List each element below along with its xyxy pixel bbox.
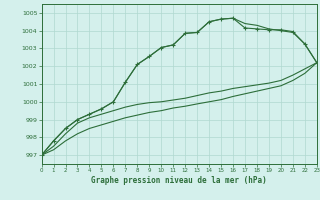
X-axis label: Graphe pression niveau de la mer (hPa): Graphe pression niveau de la mer (hPa) xyxy=(91,176,267,185)
